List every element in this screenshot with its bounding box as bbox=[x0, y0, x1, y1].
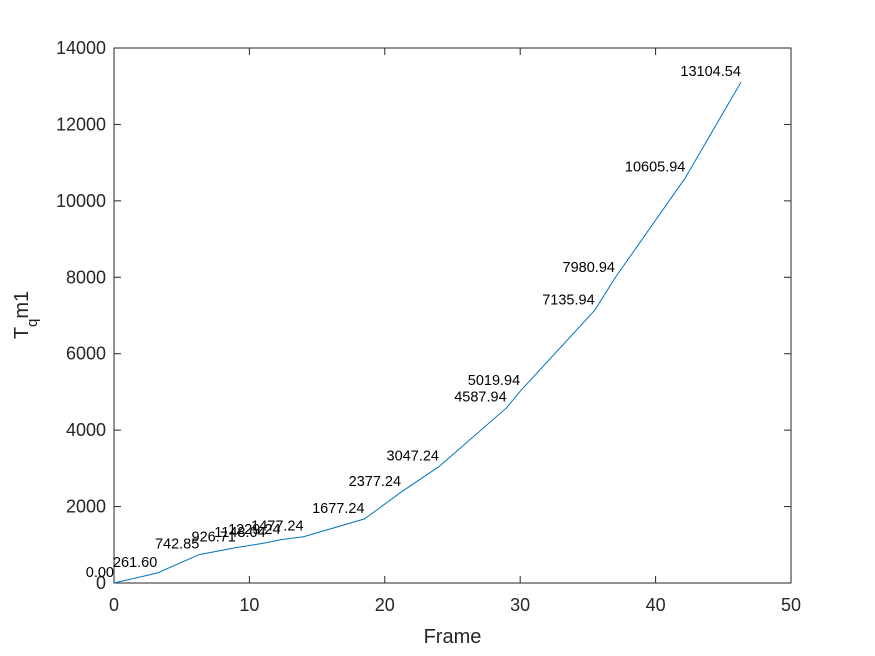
y-axis-label-suffix: m1 bbox=[11, 291, 33, 319]
x-axis-ticks: 0 10 20 30 40 50 bbox=[109, 48, 801, 615]
y-tick-label: 12000 bbox=[56, 114, 106, 134]
data-point-label: 261.60 bbox=[113, 555, 157, 571]
x-axis-label: Frame bbox=[424, 626, 482, 648]
data-point-label: 1229.24 bbox=[228, 522, 280, 538]
y-tick-label: 4000 bbox=[66, 420, 106, 440]
y-axis-ticks: 0 2000 4000 6000 8000 10000 12000 14000 bbox=[56, 38, 791, 593]
data-point-label: 926.71 bbox=[192, 530, 236, 546]
y-axis-label: Tqm1 bbox=[11, 291, 41, 339]
data-point-label: 0.00 bbox=[86, 565, 114, 581]
y-tick-label: 2000 bbox=[66, 497, 106, 517]
data-point-label: 7135.94 bbox=[542, 292, 594, 308]
x-tick-label: 50 bbox=[781, 595, 801, 615]
x-tick-label: 0 bbox=[109, 595, 119, 615]
y-axis-label-subscript: q bbox=[24, 319, 41, 327]
data-point-label: 13104.54 bbox=[680, 64, 740, 80]
x-tick-label: 10 bbox=[239, 595, 259, 615]
data-point-label: 1677.24 bbox=[312, 501, 364, 517]
y-tick-label: 8000 bbox=[66, 267, 106, 287]
data-point-label: 2377.24 bbox=[349, 474, 401, 490]
y-tick-label: 0 bbox=[96, 573, 106, 593]
data-point-label: 3047.24 bbox=[387, 449, 439, 465]
data-point-label: 1477.24 bbox=[251, 519, 303, 535]
data-point-label: 742.85 bbox=[155, 537, 199, 553]
x-tick-label: 20 bbox=[375, 595, 395, 615]
series-layer bbox=[113, 81, 742, 584]
plot-area bbox=[113, 47, 792, 584]
data-point-label: 4587.94 bbox=[454, 390, 506, 406]
y-tick-label: 6000 bbox=[66, 344, 106, 364]
y-tick-label: 14000 bbox=[56, 38, 106, 58]
y-tick-label: 10000 bbox=[56, 191, 106, 211]
series-line bbox=[113, 81, 742, 584]
data-point-label: 5019.94 bbox=[468, 373, 520, 389]
x-tick-label: 30 bbox=[510, 595, 530, 615]
data-point-label: 10605.94 bbox=[625, 160, 685, 176]
data-point-label: 7980.94 bbox=[563, 260, 615, 276]
y-axis-label-main: T bbox=[11, 327, 33, 339]
x-tick-label: 40 bbox=[646, 595, 666, 615]
data-point-label: 1148.04 bbox=[214, 525, 265, 541]
